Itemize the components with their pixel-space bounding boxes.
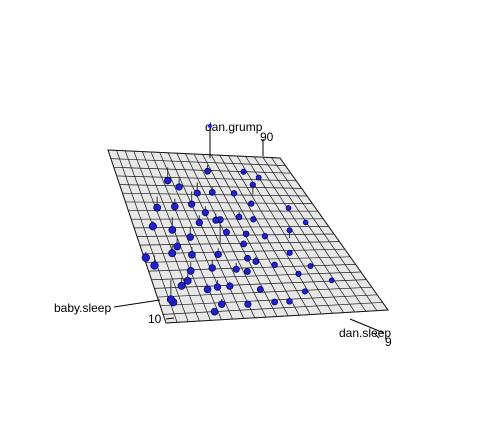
data-point (302, 219, 309, 226)
data-point (286, 298, 293, 305)
data-point (285, 205, 292, 211)
data-point (240, 168, 247, 175)
baby-sleep-tick-label: 10 (148, 312, 162, 326)
dan-sleep-axis-line (349, 318, 385, 334)
dan-grump-tick-label: 90 (260, 130, 274, 144)
plane-grid-line (279, 157, 389, 311)
data-point (148, 222, 157, 231)
data-point (214, 250, 222, 259)
dan-sleep-label: dan.sleep (339, 326, 391, 340)
data-point (307, 263, 314, 269)
data-point (183, 276, 192, 285)
data-point (204, 167, 211, 175)
plane-grid-line (116, 175, 297, 182)
dan-grump-marker (208, 124, 212, 128)
data-point (150, 261, 159, 270)
plane-grid-line (245, 156, 344, 313)
data-point (261, 233, 269, 240)
data-point (171, 202, 179, 211)
data-point (243, 267, 251, 275)
plane-grid-line (107, 149, 281, 159)
plane-grid-line (134, 226, 329, 229)
plane-grid-line (110, 158, 286, 166)
data-point (188, 250, 196, 259)
data-point (286, 227, 293, 234)
data-point (188, 200, 196, 208)
dan-grump-label: dan.grump (205, 120, 263, 134)
data-point (186, 233, 195, 241)
plane-grid-line (128, 210, 318, 212)
data-point (242, 230, 250, 238)
data-point (230, 190, 238, 197)
plane-grid-line (125, 201, 313, 204)
baby-sleep-axis-line (113, 299, 161, 308)
data-point (295, 270, 302, 277)
data-point (217, 300, 226, 308)
data-point (195, 219, 203, 227)
data-point (175, 183, 183, 191)
data-point (212, 216, 220, 224)
data-point (232, 265, 240, 273)
data-point (208, 188, 216, 196)
data-point (328, 277, 335, 284)
data-point (244, 300, 252, 308)
baby-sleep-tick (165, 317, 175, 320)
data-point (226, 282, 234, 290)
plane-grid-line (271, 157, 378, 311)
data-point (153, 203, 162, 212)
data-point (203, 285, 212, 294)
data-point (223, 228, 230, 236)
data-point (201, 209, 209, 217)
data-point (168, 226, 177, 234)
data-point (193, 189, 201, 197)
data-point (210, 307, 219, 316)
data-point (244, 254, 251, 262)
data-point (208, 264, 216, 272)
data-point (213, 283, 222, 291)
data-point (163, 176, 172, 185)
baby-sleep-label: baby.sleep (54, 301, 111, 315)
data-point (271, 298, 278, 306)
plane-grid-line (228, 155, 322, 315)
dan-sleep-tick (373, 332, 380, 339)
data-point (286, 249, 293, 256)
data-point (141, 253, 150, 262)
data-point (252, 258, 260, 265)
data-point (235, 213, 243, 221)
data-point (248, 200, 255, 207)
plane-grid-line (210, 154, 300, 316)
data-point (301, 288, 309, 295)
data-point (240, 240, 248, 248)
data-point (250, 216, 257, 223)
data-point (166, 295, 175, 304)
plane-grid-line (113, 166, 291, 174)
data-point (177, 281, 186, 290)
dan-sleep-tick-label: 9 (385, 335, 392, 349)
data-point (186, 267, 195, 275)
plane-grid-line (262, 157, 367, 312)
data-point (168, 249, 177, 258)
data-point (255, 174, 262, 181)
data-point (256, 286, 264, 293)
plane-grid-line (253, 156, 355, 313)
data-point (249, 181, 256, 188)
data-points (141, 167, 335, 316)
data-point (173, 242, 182, 251)
data-point (271, 261, 278, 269)
plane-grid-line (119, 184, 302, 189)
